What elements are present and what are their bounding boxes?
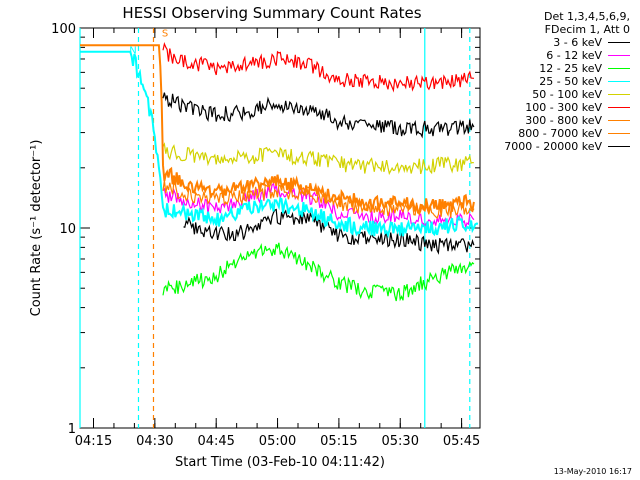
series-line [162,92,475,139]
series [162,41,474,93]
y-tick-label: 100 [51,22,76,37]
legend-entry: 25 - 50 keV [476,75,636,88]
legend: Det 1,3,4,5,6,9, FDecim 1, Att 0 3 - 6 k… [476,10,636,153]
annotations: NS [129,28,168,56]
legend-entry-label: 12 - 25 keV [539,62,602,75]
series-line [162,41,474,93]
series [183,208,475,255]
x-tick-label: 04:45 [197,434,234,449]
x-tick-label: 05:00 [259,434,296,449]
legend-entry-label: 800 - 7000 keV [518,127,602,140]
series [162,182,475,230]
annotation-label: N [129,46,136,57]
series [80,50,479,239]
chart-title: HESSI Observing Summary Count Rates [122,4,421,22]
legend-entry-label: 7000 - 20000 keV [504,140,602,153]
x-tick-label: 04:15 [75,434,112,449]
legend-entry-label: 25 - 50 keV [539,75,602,88]
series [162,92,475,139]
series [162,142,474,176]
legend-entry-label: 100 - 300 keV [525,101,602,114]
legend-swatch [608,146,630,147]
legend-entry: 3 - 6 keV [476,36,636,49]
legend-swatch [608,107,630,108]
legend-swatch [608,42,630,43]
x-tick-label: 04:30 [136,434,173,449]
series-line [162,242,475,302]
legend-swatch [608,94,630,95]
legend-header-line-2: FDecim 1, Att 0 [544,23,630,36]
legend-swatch [608,81,630,82]
legend-entry: 6 - 12 keV [476,49,636,62]
y-tick-label: 10 [59,222,76,237]
x-axis-ticks: 04:15 04:30 04:45 05:00 05:15 05:30 05:45 [75,28,480,449]
plot-frame [79,27,481,429]
legend-swatch [608,133,630,134]
annotation-label: S [162,28,168,39]
legend-entry-label: 50 - 100 keV [532,88,602,101]
series-line [162,182,475,230]
series [162,242,475,302]
y-axis-ticks: 1 10 100 [51,22,480,437]
x-axis-label: Start Time (03-Feb-10 04:11:42) [175,455,385,470]
legend-swatch [608,68,630,69]
series-line [162,180,475,220]
legend-entry: 100 - 300 keV [476,101,636,114]
y-axis-label: Count Rate (s⁻¹ detector⁻¹) [29,140,44,317]
legend-entry-label: 6 - 12 keV [546,49,602,62]
x-tick-label: 05:30 [382,434,419,449]
legend-entry: 800 - 7000 keV [476,127,636,140]
legend-swatch [608,120,630,121]
series-lines [80,41,479,302]
legend-entries: 3 - 6 keV 6 - 12 keV 12 - 25 keV 25 - 50 ke… [476,36,636,153]
series-line [183,208,475,255]
legend-header-line-1: Det 1,3,4,5,6,9, [543,10,630,23]
legend-entry-label: 300 - 800 keV [525,114,602,127]
x-tick-label: 05:15 [320,434,357,449]
series [162,180,475,220]
legend-entry: 12 - 25 keV [476,62,636,75]
series-line [162,142,474,176]
series [80,44,475,214]
footer-timestamp: 13-May-2010 16:17 [553,467,632,476]
series-line [80,44,475,214]
legend-entry: 300 - 800 keV [476,114,636,127]
x-tick-label: 05:45 [443,434,480,449]
y-tick-label: 1 [68,422,76,437]
legend-entry: 50 - 100 keV [476,88,636,101]
legend-entry: 7000 - 20000 keV [476,140,636,153]
series-line [80,50,479,239]
legend-swatch [608,55,630,56]
legend-entry-label: 3 - 6 keV [553,36,602,49]
